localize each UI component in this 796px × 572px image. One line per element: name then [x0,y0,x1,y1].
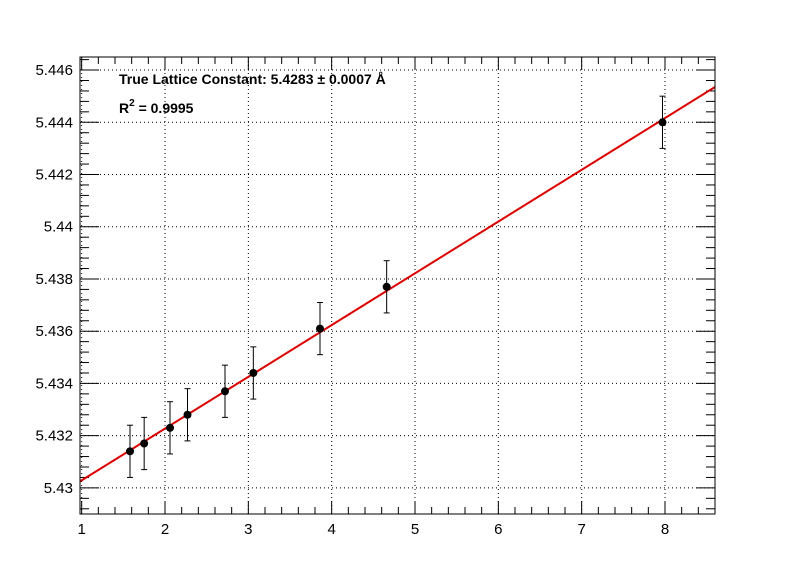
data-point-marker [382,282,391,291]
r-squared-annotation: R2 = 0.9995 [119,98,194,116]
y-tick-label: 5.438 [35,271,73,288]
x-tick-label: 1 [77,521,85,538]
data-point [183,388,192,442]
data-points-layer [126,95,667,478]
fit-line [79,86,716,483]
r-squared-superscript: 2 [129,98,135,109]
x-tick-label: 5 [411,521,419,538]
data-point-marker [658,118,667,127]
grid [80,57,715,514]
r-squared-symbol: R [119,100,129,116]
axis-ticks [80,57,715,514]
data-point-marker [221,387,229,396]
data-point-marker [183,410,192,419]
y-tick-label: 5.43 [44,480,73,497]
x-tick-label: 3 [244,521,252,538]
y-tick-label: 5.444 [35,114,73,131]
r-squared-value: = 0.9995 [135,100,194,116]
data-point [249,346,258,400]
data-point-marker [166,423,174,432]
data-point [140,416,149,471]
y-tick-label: 5.446 [35,62,73,79]
y-tick-label: 5.442 [35,167,73,184]
plot-frame [79,56,716,515]
y-tick-label: 5.44 [44,219,73,236]
data-point [658,95,667,149]
data-point-marker [249,368,258,377]
x-tick-label: 2 [161,521,169,538]
data-point-marker [126,447,134,456]
fit-line-layer [79,86,716,483]
data-point [126,424,134,478]
data-point [316,301,324,356]
data-point-marker [316,324,324,333]
x-tick-label: 4 [327,521,335,538]
x-tick-label: 7 [577,521,585,538]
data-point [166,401,174,455]
y-tick-label: 5.436 [35,323,73,340]
x-tick-label: 8 [661,521,669,538]
data-point [382,260,391,314]
lattice-constant-annotation: True Lattice Constant: 5.4283 ± 0.0007 Å [119,71,386,87]
tick-labels-layer: 1 2 3 4 5 6 7 8 5.43 5.432 5.434 5.436 5.438 5.44 5.44… [35,62,669,538]
x-tick-label: 6 [494,521,502,538]
data-point-marker [140,439,149,448]
data-point [221,364,229,418]
y-tick-label: 5.432 [35,428,73,445]
y-tick-label: 5.434 [35,375,73,392]
